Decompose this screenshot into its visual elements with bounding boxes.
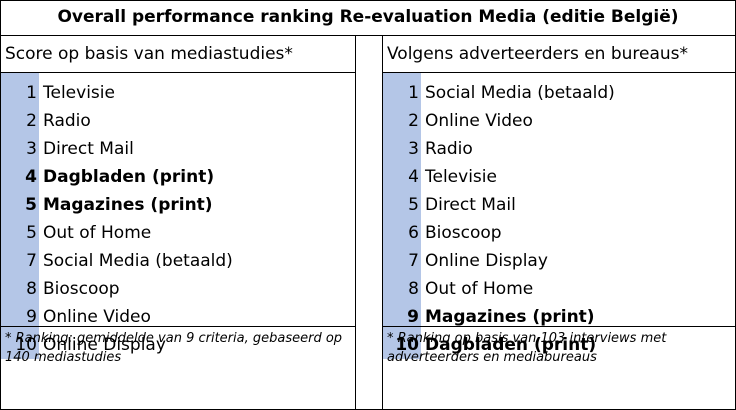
table-row: 3 Direct Mail (1, 135, 355, 163)
right-footnote-cell: * Ranking op basis van 103 interviews me… (383, 326, 735, 410)
rank-number: 2 (408, 111, 419, 131)
rank-number: 2 (26, 111, 37, 131)
media-label: Dagbladen (print) (43, 167, 215, 187)
media-label: Direct Mail (425, 195, 516, 215)
table-row: 2 Radio (1, 107, 355, 135)
table-title: Overall performance ranking Re-evaluatio… (1, 1, 735, 36)
table-row: 5 Out of Home (1, 219, 355, 247)
media-label: Online Video (425, 111, 533, 131)
rank-number: 1 (26, 83, 37, 103)
media-label: Radio (425, 139, 473, 159)
rank-number: 5 (25, 195, 37, 215)
rank-number: 4 (408, 167, 419, 187)
media-label: Out of Home (43, 223, 152, 243)
media-label: Dagbladen (print) (425, 335, 597, 355)
media-label: Magazines (print) (43, 195, 213, 215)
rank-number: 10 (15, 335, 37, 355)
media-label: Bioscoop (425, 223, 502, 243)
column-divider (382, 36, 383, 409)
rank-number: 3 (26, 139, 37, 159)
media-label: Magazines (print) (425, 307, 595, 327)
rank-number: 9 (26, 307, 37, 327)
table-row: 1 Social Media (betaald) (383, 79, 735, 107)
table-row: 10 Dagbladen (print) (383, 331, 735, 359)
left-panel: Score op basis van mediastudies* 1 Televi… (1, 36, 355, 365)
column-divider (355, 36, 356, 409)
column-gap (356, 36, 382, 409)
media-label: Social Media (betaald) (425, 83, 615, 103)
table-row: 10 Online Display (1, 331, 355, 359)
rank-number: 8 (26, 279, 37, 299)
media-label: Online Display (425, 251, 548, 271)
rank-number: 6 (408, 223, 419, 243)
media-label: Online Display (43, 335, 166, 355)
table-row: 4 Televisie (383, 163, 735, 191)
left-footnote-cell: * Ranking: gemiddelde van 9 criteria, ge… (1, 326, 355, 410)
media-label: Televisie (425, 167, 497, 187)
right-panel: Volgens adverteerders en bureaus* 1 Socia… (383, 36, 735, 365)
media-label: Social Media (betaald) (43, 251, 233, 271)
table-row: 9 Magazines (print) (383, 303, 735, 331)
right-header: Volgens adverteerders en bureaus* (383, 36, 735, 73)
table-row: 1 Televisie (1, 79, 355, 107)
rank-number: 3 (408, 139, 419, 159)
media-label: Televisie (43, 83, 115, 103)
media-label: Online Video (43, 307, 151, 327)
right-ranking-list: 1 Social Media (betaald) 2 Online Video 3 Rad… (383, 73, 735, 359)
table-row: 3 Radio (383, 135, 735, 163)
media-label: Bioscoop (43, 279, 120, 299)
left-footnote: * Ranking: gemiddelde van 9 criteria, ge… (5, 331, 343, 365)
table-row: 5 Direct Mail (383, 191, 735, 219)
left-ranking-list: 1 Televisie 2 Radio 3 Direct Mail 4 Dagbladen (… (1, 73, 355, 359)
rank-number: 4 (25, 167, 37, 187)
table-row: 8 Bioscoop (1, 275, 355, 303)
table-row: 4 Dagbladen (print) (1, 163, 355, 191)
table-row: 8 Out of Home (383, 275, 735, 303)
rank-number: 5 (408, 195, 419, 215)
table-row: 2 Online Video (383, 107, 735, 135)
rank-number: 1 (408, 83, 419, 103)
left-header: Score op basis van mediastudies* (1, 36, 355, 73)
table-row: 5 Magazines (print) (1, 191, 355, 219)
table-row: 7 Social Media (betaald) (1, 247, 355, 275)
media-label: Out of Home (425, 279, 534, 299)
table-row: 9 Online Video (1, 303, 355, 331)
media-label: Radio (43, 111, 91, 131)
rank-column-highlight (1, 73, 39, 359)
rank-number: 5 (26, 223, 37, 243)
table-row: 6 Bioscoop (383, 219, 735, 247)
rank-number: 7 (408, 251, 419, 271)
table-row: 7 Online Display (383, 247, 735, 275)
rank-number: 9 (407, 307, 419, 327)
media-label: Direct Mail (43, 139, 134, 159)
rank-number: 7 (26, 251, 37, 271)
rank-number: 10 (395, 335, 419, 355)
right-footnote: * Ranking op basis van 103 interviews me… (387, 331, 667, 365)
rank-number: 8 (408, 279, 419, 299)
rank-column-highlight (383, 73, 421, 359)
